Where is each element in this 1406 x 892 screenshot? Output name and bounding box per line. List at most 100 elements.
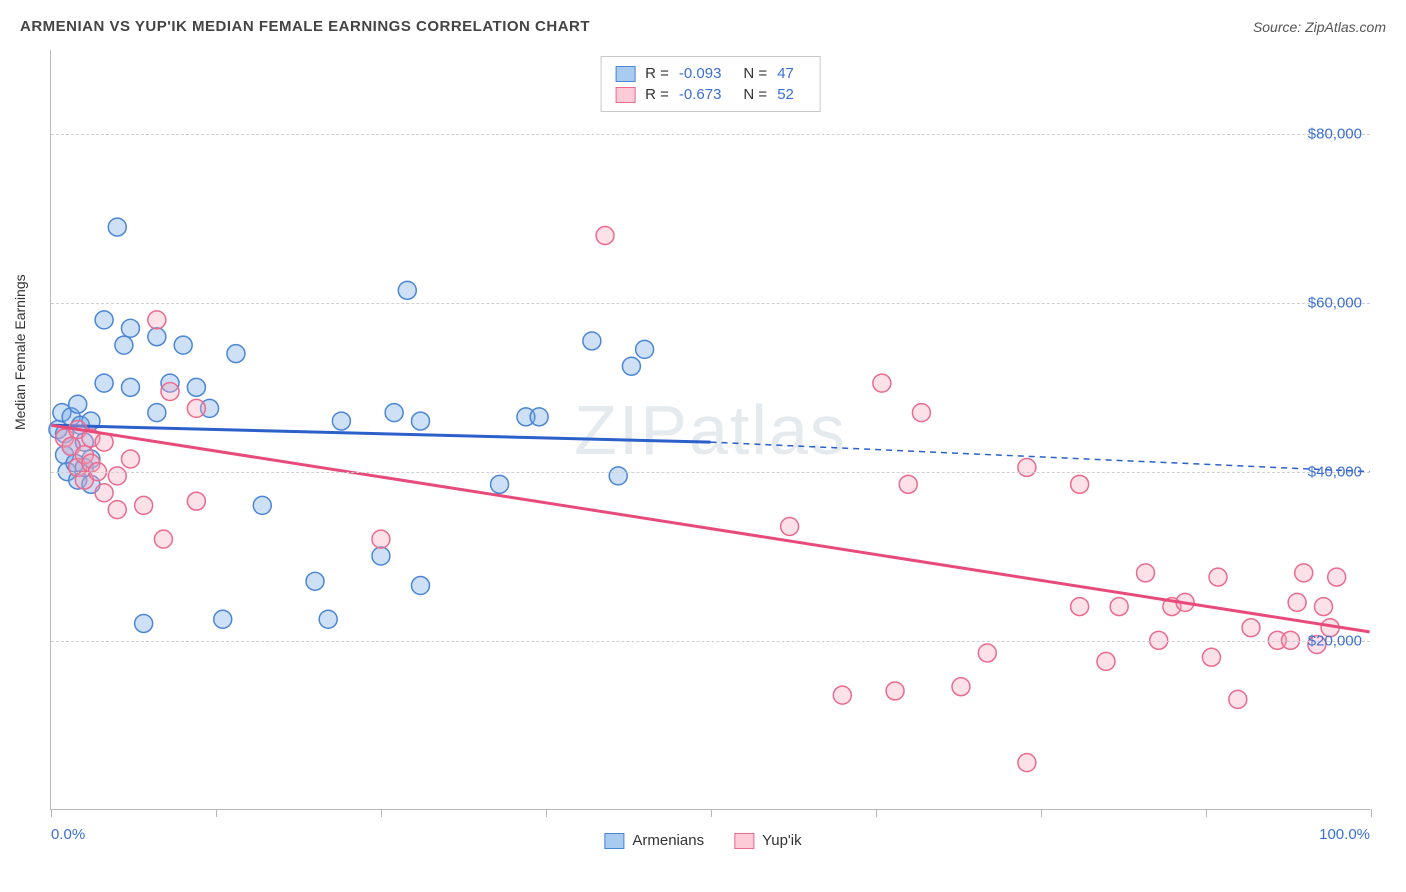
chart-title: ARMENIAN VS YUP'IK MEDIAN FEMALE EARNING… bbox=[20, 18, 590, 35]
data-point bbox=[1229, 690, 1247, 708]
data-point bbox=[306, 572, 324, 590]
legend-label: Yup'ik bbox=[762, 832, 802, 849]
data-point bbox=[148, 404, 166, 422]
x-axis-label: 0.0% bbox=[51, 826, 85, 843]
data-point bbox=[214, 610, 232, 628]
data-point bbox=[411, 412, 429, 430]
data-point bbox=[411, 577, 429, 595]
legend-n-label: N = bbox=[743, 86, 767, 103]
x-tick bbox=[1371, 809, 1372, 817]
data-point bbox=[187, 378, 205, 396]
data-point bbox=[154, 530, 172, 548]
data-point bbox=[978, 644, 996, 662]
data-point bbox=[148, 311, 166, 329]
data-point bbox=[1018, 754, 1036, 772]
data-point bbox=[899, 475, 917, 493]
data-point bbox=[385, 404, 403, 422]
data-point bbox=[187, 399, 205, 417]
data-point bbox=[135, 614, 153, 632]
x-tick bbox=[711, 809, 712, 817]
data-point bbox=[1295, 564, 1313, 582]
x-axis-label: 100.0% bbox=[1319, 826, 1370, 843]
data-point bbox=[1209, 568, 1227, 586]
data-point bbox=[148, 328, 166, 346]
data-point bbox=[69, 395, 87, 413]
legend-r-value: -0.673 bbox=[679, 86, 722, 103]
data-point bbox=[319, 610, 337, 628]
trend-line bbox=[51, 425, 1369, 632]
data-point bbox=[121, 450, 139, 468]
data-point bbox=[1328, 568, 1346, 586]
data-point bbox=[886, 682, 904, 700]
legend-swatch bbox=[734, 833, 754, 849]
y-tick-label: $80,000 bbox=[1308, 126, 1362, 143]
data-point bbox=[161, 383, 179, 401]
data-point bbox=[1137, 564, 1155, 582]
y-tick-label: $60,000 bbox=[1308, 295, 1362, 312]
scatter-plot-svg bbox=[51, 50, 1370, 809]
data-point bbox=[1071, 598, 1089, 616]
data-point bbox=[1242, 619, 1260, 637]
source-label: Source: ZipAtlas.com bbox=[1253, 19, 1386, 35]
data-point bbox=[121, 378, 139, 396]
legend-r-value: -0.093 bbox=[679, 65, 722, 82]
y-tick-label: $40,000 bbox=[1308, 464, 1362, 481]
legend-label: Armenians bbox=[632, 832, 704, 849]
data-point bbox=[95, 374, 113, 392]
data-point bbox=[174, 336, 192, 354]
x-tick bbox=[381, 809, 382, 817]
legend-n-value: 52 bbox=[777, 86, 794, 103]
legend-n-value: 47 bbox=[777, 65, 794, 82]
data-point bbox=[1018, 458, 1036, 476]
y-tick-label: $20,000 bbox=[1308, 633, 1362, 650]
data-point bbox=[1288, 593, 1306, 611]
x-tick bbox=[1206, 809, 1207, 817]
legend-item: Yup'ik bbox=[734, 832, 802, 849]
data-point bbox=[622, 357, 640, 375]
x-tick bbox=[876, 809, 877, 817]
gridline bbox=[51, 472, 1370, 473]
data-point bbox=[372, 547, 390, 565]
plot-area: ZIPatlas R = -0.093N = 47R = -0.673N = 5… bbox=[50, 50, 1370, 810]
data-point bbox=[1097, 652, 1115, 670]
data-point bbox=[636, 340, 654, 358]
data-point bbox=[596, 227, 614, 245]
data-point bbox=[530, 408, 548, 426]
x-tick bbox=[546, 809, 547, 817]
data-point bbox=[491, 475, 509, 493]
legend-row: R = -0.673 N = 52 bbox=[615, 84, 806, 105]
trend-line-dashed bbox=[711, 442, 1370, 472]
data-point bbox=[1202, 648, 1220, 666]
gridline bbox=[51, 134, 1370, 135]
data-point bbox=[227, 345, 245, 363]
legend-row: R = -0.093N = 47 bbox=[615, 63, 806, 84]
data-point bbox=[108, 218, 126, 236]
legend-item: Armenians bbox=[604, 832, 704, 849]
data-point bbox=[332, 412, 350, 430]
x-tick bbox=[1041, 809, 1042, 817]
legend-r-label: R = bbox=[645, 86, 669, 103]
data-point bbox=[609, 467, 627, 485]
data-point bbox=[952, 678, 970, 696]
data-point bbox=[1315, 598, 1333, 616]
legend-r-label: R = bbox=[645, 65, 669, 82]
x-tick bbox=[51, 809, 52, 817]
x-tick bbox=[216, 809, 217, 817]
data-point bbox=[398, 281, 416, 299]
data-point bbox=[583, 332, 601, 350]
data-point bbox=[1110, 598, 1128, 616]
series-legend: Armenians Yup'ik bbox=[604, 832, 801, 849]
data-point bbox=[115, 336, 133, 354]
data-point bbox=[108, 501, 126, 519]
legend-swatch bbox=[615, 87, 635, 103]
y-axis-label: Median Female Earnings bbox=[12, 274, 28, 430]
data-point bbox=[121, 319, 139, 337]
legend-swatch bbox=[604, 833, 624, 849]
data-point bbox=[912, 404, 930, 422]
data-point bbox=[372, 530, 390, 548]
data-point bbox=[135, 496, 153, 514]
legend-swatch bbox=[615, 66, 635, 82]
data-point bbox=[873, 374, 891, 392]
gridline bbox=[51, 641, 1370, 642]
data-point bbox=[253, 496, 271, 514]
